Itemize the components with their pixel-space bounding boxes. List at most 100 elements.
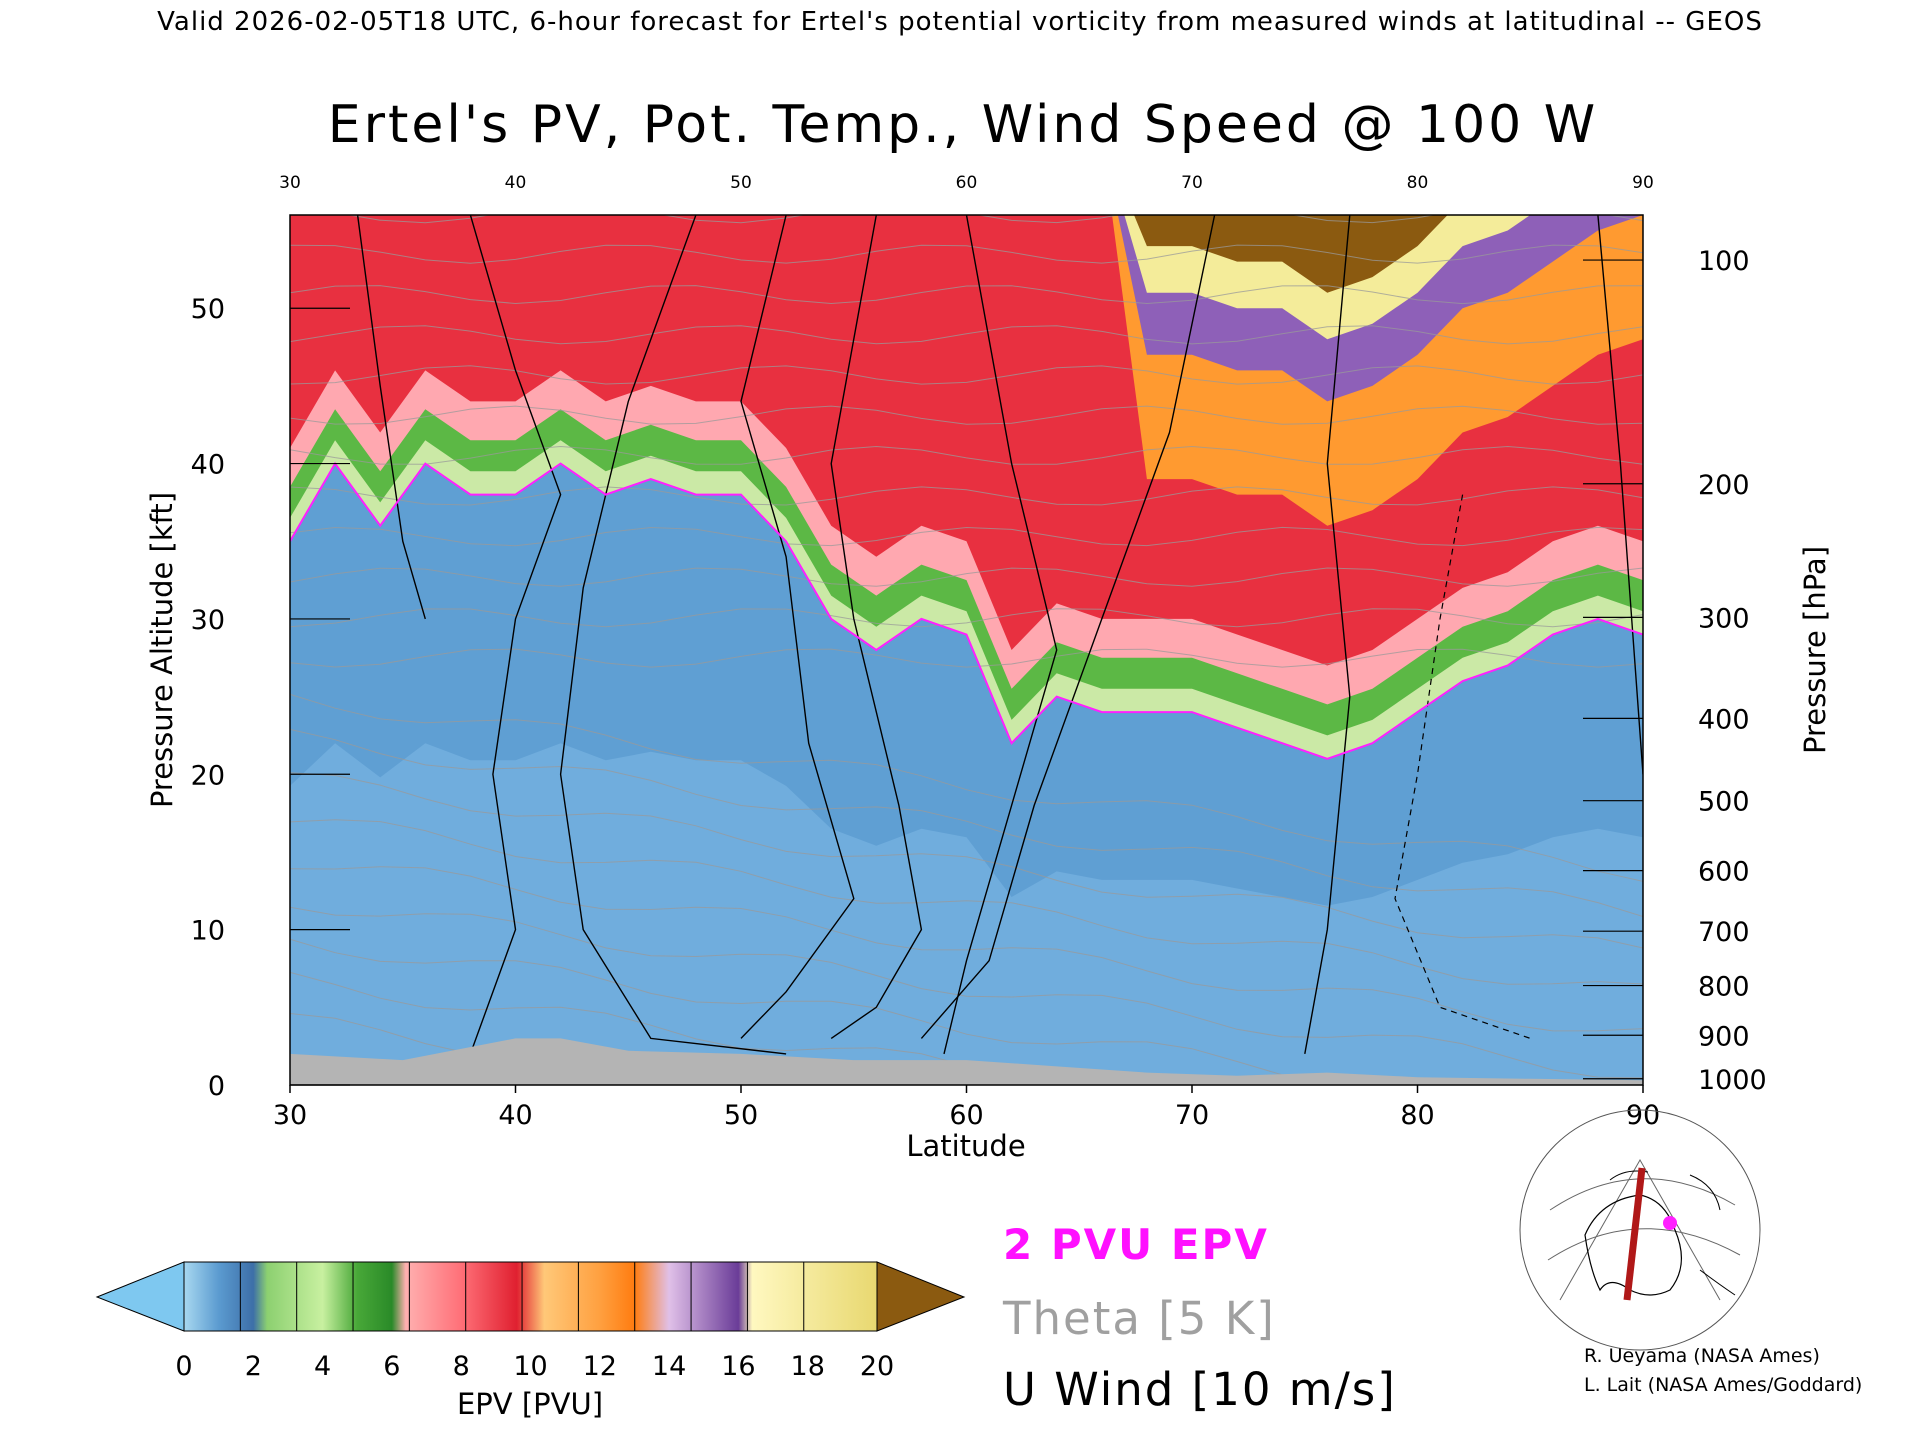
- u-wind-contour: [740, 215, 855, 1039]
- x-axis-bottom: 30 40 50 60 70 80 90: [273, 1085, 1660, 1131]
- colorbar-tick-label: 8: [453, 1351, 470, 1382]
- x-top-tick-label: 60: [956, 173, 978, 193]
- x-top-tick-label: 30: [279, 173, 301, 193]
- map-location-marker: [1663, 1216, 1677, 1230]
- y-tick-label: 30: [191, 605, 225, 636]
- terrain-mask: [290, 1038, 1643, 1085]
- theta-contour: [290, 526, 1643, 547]
- pressure-tick-label: 600: [1698, 857, 1750, 888]
- x-tick-label: 40: [498, 1100, 532, 1131]
- u-wind-contour: [559, 215, 787, 1055]
- x-tick-label: 60: [949, 1100, 983, 1131]
- colorbar-ramp: [184, 1262, 877, 1331]
- theta-contour: [290, 325, 1643, 345]
- u-wind-contour: [920, 215, 1216, 1039]
- epv-band-low-pv: [290, 743, 1643, 1085]
- pressure-tick-label: 500: [1698, 787, 1750, 818]
- colorbar-tick-label: 16: [721, 1351, 755, 1382]
- legend: 2 PVU EPV Theta [5 K] U Wind [10 m/s]: [1002, 1220, 1397, 1416]
- x-tick-label: 50: [724, 1100, 758, 1131]
- colorbar-tick-label: 2: [245, 1351, 262, 1382]
- colorbar-frame: [183, 1261, 878, 1332]
- pressure-tick-label: 200: [1698, 470, 1750, 501]
- x-tick-label: 90: [1626, 1100, 1660, 1131]
- credit-2: L. Lait (NASA Ames/Goddard): [1584, 1374, 1862, 1396]
- colorbar-low-arrow: [95, 1261, 185, 1332]
- y-tick-label: 50: [191, 294, 225, 325]
- y-tick-label: 20: [191, 760, 225, 791]
- two-pvu-contour: [290, 461, 1643, 760]
- pressure-tick-label: 700: [1698, 917, 1750, 948]
- u-wind-contour: [943, 215, 1058, 1055]
- epv-band-over-20: [1134, 215, 1448, 293]
- colorbar-label: EPV [PVU]: [457, 1387, 603, 1421]
- pressure-tick-label: 800: [1698, 972, 1750, 1003]
- y-tick-label: 10: [191, 916, 225, 947]
- theta-contour: [290, 445, 1643, 465]
- y-axis-label-right: Pressure [hPa]: [1798, 546, 1832, 754]
- y-tick-label: 40: [191, 450, 225, 481]
- colorbar-tick-label: 14: [652, 1351, 686, 1382]
- pressure-tick-label: 300: [1698, 603, 1750, 634]
- colorbar-tick-label: 18: [791, 1351, 825, 1382]
- theta-contour: [290, 405, 1643, 425]
- theta-contour: [290, 648, 1643, 668]
- colorbar-tick-label: 4: [314, 1351, 331, 1382]
- theta-contour: [290, 866, 1643, 1032]
- chart-title: Ertel's PV, Pot. Temp., Wind Speed @ 100…: [328, 95, 1598, 155]
- theta-contour: [290, 486, 1643, 506]
- u-wind-contour: [469, 215, 562, 1055]
- x-top-tick-label: 70: [1181, 173, 1203, 193]
- colorbar-tick-label: 6: [383, 1351, 400, 1382]
- u-wind-contour-negative: [1394, 494, 1531, 1039]
- pressure-tick-label: 1000: [1698, 1065, 1767, 1096]
- theta-contour: [346, 215, 1643, 224]
- colorbar-tick-label: 10: [513, 1351, 547, 1382]
- x-top-tick-label: 40: [505, 173, 527, 193]
- theta-contour: [290, 728, 1643, 917]
- y-tick-label: 0: [208, 1071, 225, 1102]
- legend-u-wind: U Wind [10 m/s]: [1003, 1363, 1397, 1416]
- epv-field: [290, 215, 1643, 1085]
- colorbar: 0 2 4 6 8 10 12 14 16 18 20 EPV [PVU]: [95, 1261, 966, 1421]
- u-wind-contour: [356, 215, 426, 620]
- inset-map: [1519, 1109, 1761, 1351]
- legend-epv: 2 PVU EPV: [1003, 1220, 1269, 1269]
- map-latitude-circle: [1519, 1109, 1761, 1351]
- map-cross-section-line: [1623, 1167, 1646, 1301]
- x-axis-label: Latitude: [906, 1129, 1025, 1163]
- x-axis-top: 30 40 50 60 70 80 90: [279, 173, 1654, 193]
- y-axis-label-left: Pressure Altitude [kft]: [145, 492, 179, 808]
- pressure-tick-label: 100: [1698, 246, 1750, 277]
- theta-contour: [290, 693, 1643, 882]
- y-axis-right: 100 200 300 400 500 600 700 800 900 1000: [1583, 246, 1767, 1096]
- x-tick-label: 30: [273, 1100, 307, 1131]
- y-axis-left: 0 10 20 30 40 50: [191, 294, 350, 1102]
- colorbar-tick-label: 20: [860, 1351, 894, 1382]
- theta-contour: [290, 772, 1643, 949]
- figure-header: Valid 2026-02-05T18 UTC, 6-hour forecast…: [157, 7, 1763, 37]
- colorbar-tick-label: 12: [583, 1351, 617, 1382]
- colorbar-ticks: 0 2 4 6 8 10 12 14 16 18 20: [175, 1262, 894, 1382]
- theta-contour: [290, 285, 1643, 305]
- colorbar-high-arrow: [876, 1261, 966, 1332]
- theta-contour: [290, 244, 1643, 264]
- theta-contour: [290, 608, 1643, 628]
- u-wind-contour: [1597, 215, 1643, 775]
- u-wind-contours: [356, 215, 1643, 1055]
- colorbar-tick-label: 0: [175, 1351, 192, 1382]
- pressure-tick-label: 400: [1698, 704, 1750, 735]
- theta-contour: [290, 906, 1643, 1079]
- x-tick-label: 80: [1400, 1100, 1434, 1131]
- x-top-tick-label: 90: [1632, 173, 1654, 193]
- pressure-tick-label: 900: [1698, 1021, 1750, 1052]
- x-tick-label: 70: [1175, 1100, 1209, 1131]
- x-top-tick-label: 50: [730, 173, 752, 193]
- u-wind-contour: [1304, 215, 1351, 1055]
- theta-contour: [290, 567, 1643, 587]
- plot-area: [290, 215, 1643, 1085]
- credit-1: R. Ueyama (NASA Ames): [1584, 1345, 1820, 1367]
- x-top-tick-label: 80: [1407, 173, 1429, 193]
- theta-contour: [290, 819, 1643, 985]
